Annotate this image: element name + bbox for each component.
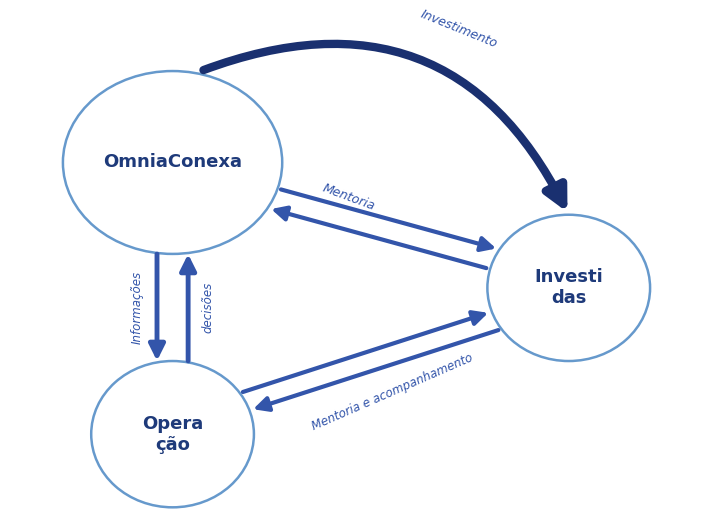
Text: Investi
das: Investi das [534, 269, 603, 307]
Text: Investimento: Investimento [419, 8, 500, 50]
Text: decisões: decisões [202, 282, 215, 333]
Text: OmniaConexa: OmniaConexa [103, 153, 242, 172]
Ellipse shape [63, 71, 282, 254]
Text: Informações: Informações [130, 271, 144, 344]
Ellipse shape [488, 215, 650, 361]
Text: Opera
ção: Opera ção [142, 415, 203, 453]
Text: Mentoria e acompanhamento: Mentoria e acompanhamento [309, 352, 474, 433]
Text: Mentoria: Mentoria [320, 182, 376, 213]
Ellipse shape [91, 361, 254, 507]
